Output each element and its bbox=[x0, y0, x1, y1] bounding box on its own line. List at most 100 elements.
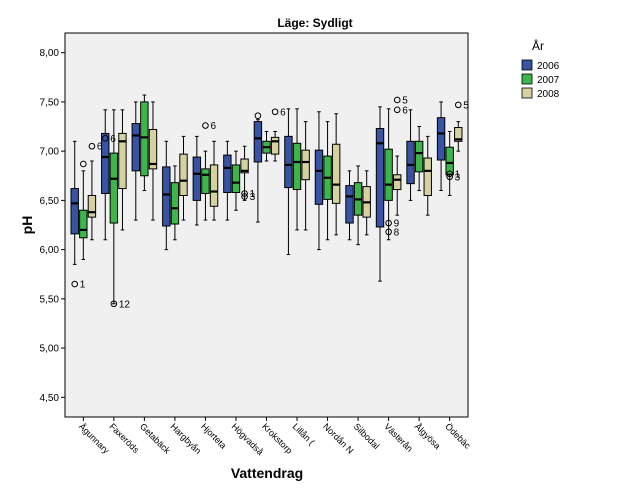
box-iqr bbox=[301, 149, 310, 181]
box-iqr bbox=[131, 123, 140, 172]
box-iqr bbox=[331, 143, 341, 204]
outlier-label: 9 bbox=[394, 219, 400, 230]
box-iqr bbox=[314, 149, 324, 205]
box-iqr bbox=[79, 209, 88, 239]
box-2008: 5 bbox=[454, 100, 469, 152]
box-iqr bbox=[179, 153, 188, 196]
box-iqr bbox=[423, 157, 432, 196]
box-2008 bbox=[362, 170, 371, 236]
box-iqr bbox=[170, 182, 180, 225]
plot-area bbox=[64, 32, 469, 418]
box-iqr bbox=[140, 101, 149, 177]
y-tick-label: 7,00 bbox=[40, 147, 60, 158]
box-2006 bbox=[131, 101, 140, 221]
box-2008 bbox=[179, 135, 188, 221]
outlier-label: 1 bbox=[80, 280, 86, 291]
box-iqr bbox=[375, 128, 385, 228]
box-iqr bbox=[345, 185, 354, 224]
outlier-point bbox=[454, 101, 462, 109]
box-2006 bbox=[192, 135, 202, 226]
box-2007 bbox=[414, 126, 424, 192]
box-iqr bbox=[209, 164, 219, 207]
box-2006 bbox=[162, 140, 171, 251]
legend-title: År bbox=[532, 38, 544, 53]
box-iqr bbox=[148, 128, 158, 170]
box-iqr bbox=[292, 142, 302, 191]
outlier-point bbox=[241, 190, 248, 197]
box-2007: 6 bbox=[201, 121, 216, 221]
box-iqr bbox=[436, 117, 446, 161]
outlier-label: 6 bbox=[210, 121, 216, 132]
box-2006: 6 bbox=[101, 109, 116, 241]
box-iqr bbox=[393, 174, 402, 191]
legend-swatch-2007 bbox=[521, 73, 533, 85]
outlier-label: 12 bbox=[119, 299, 131, 310]
y-tick-label: 5,00 bbox=[40, 344, 60, 355]
box-2008: 13 bbox=[240, 145, 256, 203]
outlier-point bbox=[393, 96, 401, 104]
box-iqr bbox=[270, 136, 280, 155]
box-2007 bbox=[140, 94, 149, 192]
outlier-point bbox=[385, 219, 392, 227]
box-2008: 6 bbox=[270, 107, 286, 162]
chart-title: Läge: Sydligt bbox=[277, 16, 352, 30]
box-2007: 98 bbox=[384, 108, 400, 241]
legend-swatch-2008 bbox=[521, 87, 533, 99]
box-2007 bbox=[323, 121, 332, 241]
legend: År 2006 2007 2008 bbox=[521, 38, 560, 100]
outlier-point bbox=[202, 122, 209, 129]
outlier-label: 1 bbox=[455, 169, 461, 180]
box-2007 bbox=[262, 130, 271, 162]
y-axis: 4,50 5,00 5,50 6,00 6,50 7,00 7,50 8,00 bbox=[40, 48, 65, 404]
box-2006: 1 bbox=[70, 140, 86, 291]
y-tick-label: 6,50 bbox=[40, 196, 60, 207]
outlier-point bbox=[101, 135, 109, 142]
box-2008 bbox=[148, 101, 158, 221]
box-iqr bbox=[70, 188, 79, 235]
outlier-point bbox=[385, 228, 392, 236]
y-tick-label: 8,00 bbox=[40, 48, 60, 59]
outlier-point bbox=[446, 173, 453, 181]
y-tick-label: 7,50 bbox=[40, 97, 60, 108]
y-tick-label: 5,50 bbox=[40, 294, 60, 305]
box-iqr bbox=[101, 132, 110, 194]
box-iqr bbox=[454, 127, 463, 142]
x-axis-title: Vattendrag bbox=[231, 465, 303, 481]
outlier-label: 5 bbox=[402, 95, 408, 106]
box-2007: 13 bbox=[445, 130, 461, 196]
box-2007: 12 bbox=[109, 109, 131, 310]
box-2006 bbox=[345, 170, 354, 241]
box-iqr bbox=[231, 164, 241, 194]
outlier-point bbox=[393, 106, 401, 114]
box-iqr bbox=[414, 140, 424, 173]
box-iqr bbox=[87, 194, 97, 218]
box-2007 bbox=[79, 160, 88, 260]
outlier-label: 3 bbox=[455, 172, 461, 183]
box-2008 bbox=[118, 109, 127, 231]
box-iqr bbox=[384, 148, 393, 201]
box-2006 bbox=[436, 101, 446, 192]
box-2007 bbox=[231, 150, 241, 211]
box-2007 bbox=[292, 108, 302, 231]
outlier-label: 6 bbox=[97, 142, 103, 153]
box-iqr bbox=[201, 168, 210, 194]
box-2008 bbox=[423, 135, 432, 216]
outlier-point bbox=[71, 280, 79, 288]
box-iqr bbox=[223, 154, 232, 194]
outlier-point bbox=[446, 170, 453, 178]
box-2006 bbox=[406, 109, 415, 201]
box-2006 bbox=[253, 112, 263, 223]
box-2006 bbox=[314, 111, 324, 251]
box-2006 bbox=[223, 140, 232, 221]
outlier-point bbox=[254, 112, 262, 120]
box-iqr bbox=[162, 166, 171, 227]
outlier-label: 3 bbox=[250, 192, 256, 203]
box-2008 bbox=[209, 140, 219, 221]
outlier-point bbox=[271, 108, 279, 116]
outlier-label: 6 bbox=[402, 105, 408, 116]
legend-label: 2006 bbox=[537, 61, 560, 72]
box-iqr bbox=[445, 146, 454, 176]
legend-label: 2008 bbox=[537, 89, 560, 100]
